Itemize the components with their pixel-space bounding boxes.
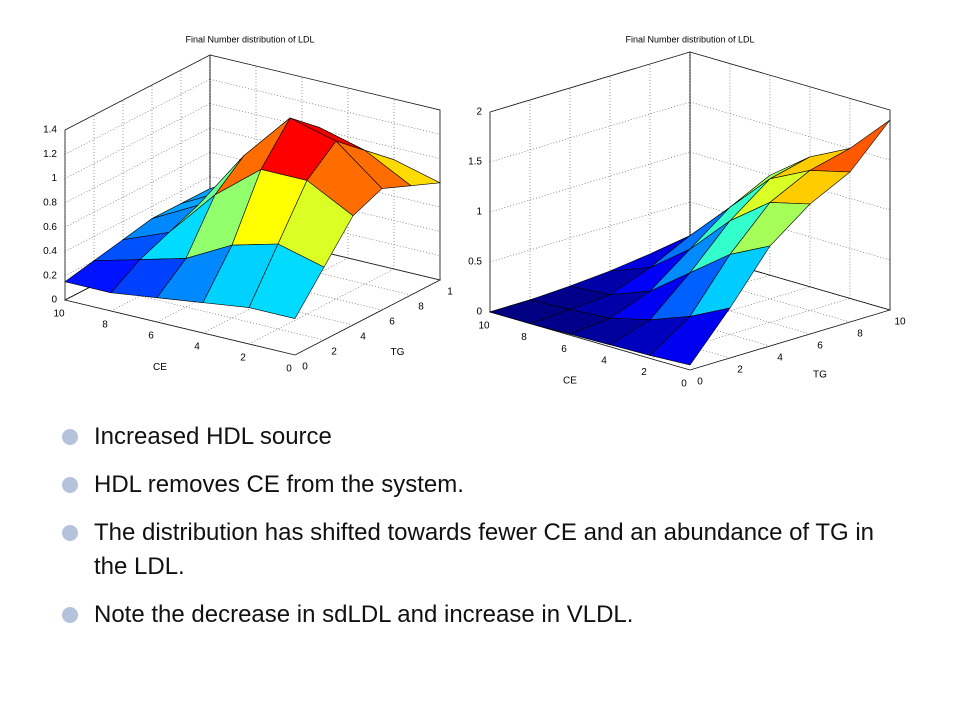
z-tick-label: 0.2 — [43, 270, 57, 281]
grid-line — [209, 54, 441, 111]
x-tick-label: 0 — [286, 364, 292, 375]
grid-line — [489, 51, 691, 113]
y-tick-label: 1 — [447, 287, 453, 298]
bullet: Increased HDL source — [60, 420, 880, 454]
z-tick-label: 0.6 — [43, 222, 57, 233]
grid-line — [151, 254, 383, 311]
grid-line — [64, 127, 211, 204]
grid-line — [649, 298, 851, 359]
z-tick-label: 1.2 — [43, 149, 57, 160]
x-axis-label: CE — [153, 362, 167, 373]
grid-line — [689, 309, 891, 371]
y-tick-label: 0 — [697, 377, 703, 388]
grid-line — [209, 224, 441, 281]
x-tick-label: 6 — [561, 344, 567, 355]
grid-line — [93, 284, 325, 341]
chart-title: Final Number distribution of LDL — [185, 34, 314, 44]
grid-line — [64, 79, 211, 155]
y-tick-label: 2 — [331, 347, 337, 358]
grid-line — [180, 239, 412, 296]
x-tick-label: 10 — [53, 309, 65, 320]
grid-line — [294, 279, 441, 356]
x-tick-label: 4 — [194, 342, 200, 353]
y-tick-label: 6 — [389, 317, 395, 328]
x-tick-label: 0 — [681, 379, 687, 390]
grid-line — [209, 78, 441, 135]
z-tick-label: 0 — [476, 307, 482, 318]
z-tick-label: 0.4 — [43, 246, 57, 257]
z-tick-label: 1.4 — [43, 125, 57, 136]
x-tick-label: 4 — [601, 355, 607, 366]
grid-line — [489, 151, 691, 213]
grid-line — [209, 127, 441, 184]
x-tick-label: 10 — [478, 321, 490, 332]
y-tick-label: 4 — [777, 353, 783, 364]
x-tick-label: 8 — [521, 332, 527, 343]
grid-line — [248, 268, 395, 345]
y-tick-label: 10 — [894, 317, 906, 328]
charts: 00.20.40.60.811.21.40246810024681CETGFin… — [43, 34, 906, 390]
y-tick-label: 2 — [737, 365, 743, 376]
bullet: The distribution has shifted towards few… — [60, 516, 880, 584]
z-tick-label: 2 — [476, 107, 482, 118]
grid-line — [609, 286, 811, 348]
z-tick-label: 1 — [51, 173, 57, 184]
grid-line — [64, 176, 211, 252]
grid-line — [209, 103, 441, 159]
chart-title: Final Number distribution of LDL — [625, 34, 754, 44]
y-tick-label: 4 — [360, 332, 366, 343]
x-tick-label: 6 — [148, 331, 154, 342]
grid-line — [64, 151, 211, 228]
x-tick-label: 8 — [102, 320, 108, 331]
y-tick-label: 8 — [418, 302, 424, 313]
z-tick-label: 0.8 — [43, 197, 57, 208]
grid-line — [64, 103, 211, 179]
surface-cell — [248, 243, 325, 319]
x-tick-label: 2 — [240, 353, 246, 364]
y-axis-label: TG — [391, 347, 405, 358]
bullet: HDL removes CE from the system. — [60, 468, 880, 502]
x-axis-label: CE — [563, 376, 577, 387]
x-tick-label: 2 — [641, 367, 647, 378]
bullet-list: Increased HDL source HDL removes CE from… — [60, 420, 880, 646]
grid-line — [489, 101, 691, 163]
z-tick-label: 0 — [51, 295, 57, 306]
y-tick-label: 0 — [302, 362, 308, 373]
grid-line — [489, 201, 691, 263]
surface-cell — [808, 119, 891, 173]
y-axis-label: TG — [813, 370, 827, 381]
y-tick-label: 6 — [817, 341, 823, 352]
grid-line — [64, 299, 296, 356]
y-tick-label: 8 — [857, 329, 863, 340]
z-tick-label: 0.5 — [468, 257, 482, 268]
grid-line — [122, 269, 354, 326]
z-tick-label: 1.5 — [468, 157, 482, 168]
bullet: Note the decrease in sdLDL and increase … — [60, 598, 880, 632]
z-tick-label: 1 — [476, 207, 482, 218]
surface-cell — [649, 307, 731, 366]
grid-line — [64, 54, 211, 131]
